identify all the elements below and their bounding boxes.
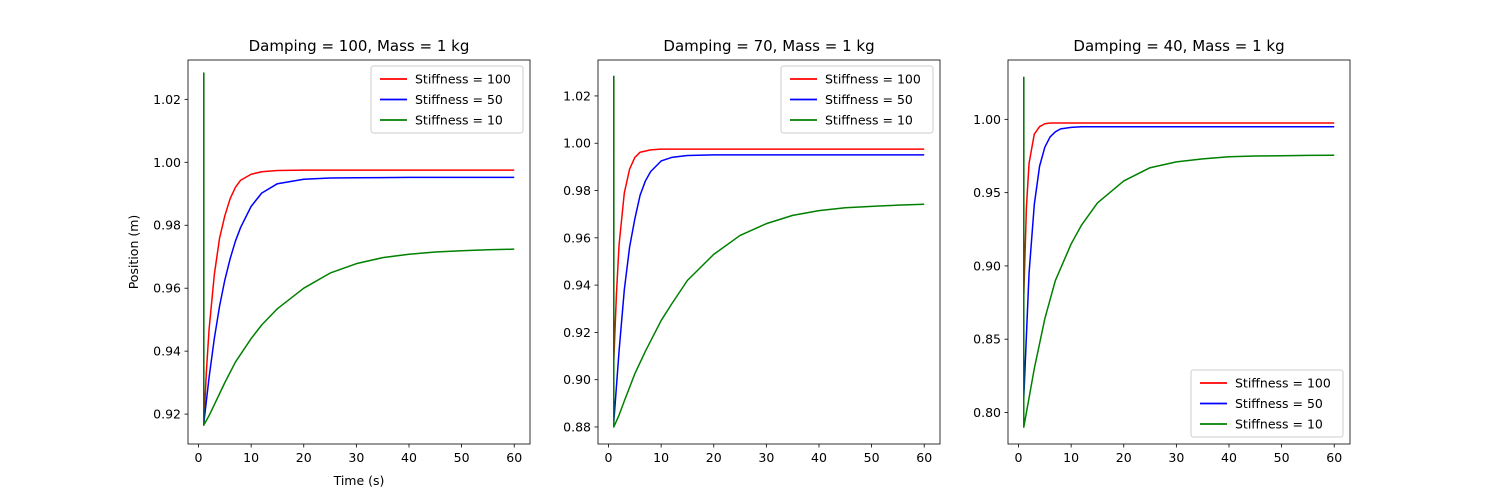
x-tick-label: 20 (706, 450, 722, 465)
y-tick-label: 1.02 (563, 88, 591, 103)
legend-label: Stiffness = 10 (1235, 417, 1323, 432)
chart-title: Damping = 40, Mass = 1 kg (1073, 37, 1284, 55)
chart-panel-1: 0 10 20 30 40 50 60 0.92 0.94 0.96 0.98 1.00 1.02 Dam… (126, 37, 531, 488)
series-line-stiffness-100 (203, 72, 515, 426)
legend-label: Stiffness = 100 (415, 72, 511, 87)
legend-label: Stiffness = 10 (825, 113, 913, 128)
y-tick-label: 0.88 (563, 419, 591, 434)
chart-title: Damping = 70, Mass = 1 kg (663, 37, 874, 55)
x-tick-label: 40 (1221, 450, 1237, 465)
y-tick-label: 0.98 (153, 218, 181, 233)
x-tick-label: 10 (243, 450, 259, 465)
x-tick-label: 50 (1274, 450, 1290, 465)
x-tick-label: 50 (864, 450, 880, 465)
x-tick-label: 0 (605, 450, 613, 465)
legend-label: Stiffness = 100 (1235, 376, 1331, 391)
series-line-stiffness-50 (1023, 76, 1335, 399)
legend: Stiffness = 100 Stiffness = 50 Stiffness =… (1190, 369, 1344, 438)
x-tick-label: 0 (1015, 450, 1023, 465)
legend-label: Stiffness = 50 (1235, 396, 1323, 411)
x-tick-label: 20 (1116, 450, 1132, 465)
legend-box (370, 65, 524, 134)
x-tick-label: 40 (811, 450, 827, 465)
x-tick-label: 0 (195, 450, 203, 465)
series-line-stiffness-10 (203, 72, 515, 426)
y-tick-label: 0.95 (973, 185, 1001, 200)
legend-box (1190, 369, 1344, 438)
axes-frame (597, 59, 941, 445)
y-tick-label: 0.96 (563, 230, 591, 245)
y-tick-label: 0.80 (973, 405, 1001, 420)
y-tick-label: 0.90 (973, 258, 1001, 273)
x-axis-label: Time (s) (333, 473, 385, 488)
x-tick-label: 60 (916, 450, 932, 465)
series-line-stiffness-10 (1023, 76, 1335, 428)
legend: Stiffness = 100 Stiffness = 50 Stiffness =… (370, 65, 524, 134)
y-tick-label: 0.85 (973, 332, 1001, 347)
y-tick-label: 0.92 (153, 407, 181, 422)
axes-frame (1007, 59, 1351, 445)
axes-frame (187, 59, 531, 445)
x-tick-label: 30 (758, 450, 774, 465)
series-line-stiffness-50 (203, 72, 515, 425)
chart-panel-2: 0 10 20 30 40 50 60 0.88 0.90 0.92 0.94 0.96 0.98 1.0… (563, 37, 941, 465)
x-tick-label: 10 (1063, 450, 1079, 465)
x-tick-label: 10 (653, 450, 669, 465)
series-line-stiffness-100 (613, 75, 925, 362)
chart-panel-3: 0 10 20 30 40 50 60 0.80 0.85 0.90 0.95 1.00 Damping… (973, 37, 1351, 465)
legend-label: Stiffness = 50 (825, 92, 913, 107)
y-tick-label: 0.96 (153, 281, 181, 296)
x-tick-label: 60 (506, 450, 522, 465)
y-axis-label: Position (m) (126, 215, 141, 290)
x-tick-label: 30 (348, 450, 364, 465)
x-tick-label: 40 (401, 450, 417, 465)
y-tick-label: 0.90 (563, 372, 591, 387)
y-tick-label: 0.98 (563, 183, 591, 198)
legend-label: Stiffness = 50 (415, 92, 503, 107)
x-tick-label: 60 (1326, 450, 1342, 465)
y-tick-label: 0.94 (153, 344, 181, 359)
x-tick-label: 30 (1168, 450, 1184, 465)
legend-label: Stiffness = 100 (825, 72, 921, 87)
chart-title: Damping = 100, Mass = 1 kg (249, 37, 470, 55)
y-tick-label: 0.94 (563, 278, 591, 293)
legend-box (780, 65, 934, 134)
x-tick-label: 50 (454, 450, 470, 465)
series-line-stiffness-50 (613, 75, 925, 423)
series-line-stiffness-10 (613, 75, 925, 428)
y-tick-label: 1.00 (563, 136, 591, 151)
x-tick-label: 20 (296, 450, 312, 465)
y-tick-label: 1.00 (153, 155, 181, 170)
y-tick-label: 0.92 (563, 325, 591, 340)
series-line-stiffness-100 (1023, 76, 1335, 296)
y-tick-label: 1.00 (973, 112, 1001, 127)
legend: Stiffness = 100 Stiffness = 50 Stiffness =… (780, 65, 934, 134)
legend-label: Stiffness = 10 (415, 113, 503, 128)
y-tick-label: 1.02 (153, 92, 181, 107)
